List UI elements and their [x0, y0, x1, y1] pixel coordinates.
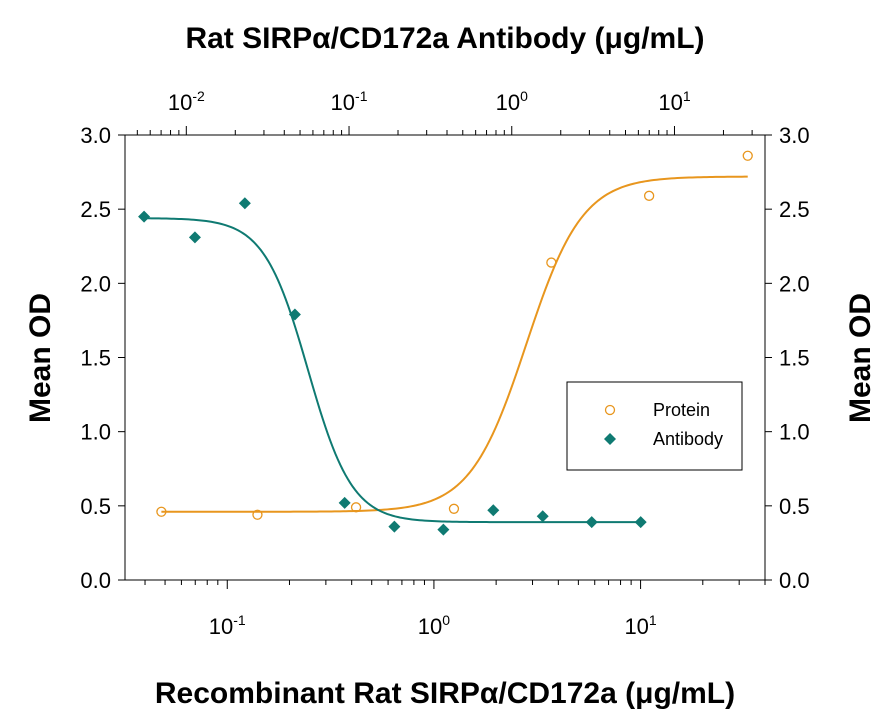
y-tick-label-left: 3.0 — [80, 123, 111, 148]
data-point-antibody — [188, 231, 201, 244]
data-point-antibody — [388, 520, 401, 533]
y-tick-label-left: 2.0 — [80, 271, 111, 296]
plot-frame — [124, 134, 766, 581]
x-bottom-tick-label: 101 — [624, 612, 656, 639]
x-top-tick-label: 10-1 — [331, 88, 368, 115]
data-point-antibody — [288, 308, 301, 321]
data-point-protein — [350, 502, 362, 513]
y-tick-label-left: 2.5 — [80, 197, 111, 222]
x-axis-label: Recombinant Rat SIRPα/CD172a (μg/mL) — [155, 677, 735, 710]
y-tick-label-left: 0.5 — [80, 494, 111, 519]
x-top-tick-label: 100 — [496, 88, 528, 115]
x-bottom-ticks: 10-1 100 101 — [144, 580, 766, 639]
y-axis-label-left: Mean OD — [24, 293, 57, 423]
data-point-antibody — [536, 510, 549, 523]
legend: Protein Antibody — [566, 381, 743, 471]
y-tick-label-right: 1.5 — [779, 346, 810, 371]
y-tick-label-left: 1.0 — [80, 420, 111, 445]
x-bottom-tick-label: 10-1 — [209, 612, 246, 639]
legend-box — [566, 381, 743, 471]
data-point-antibody — [487, 504, 500, 517]
legend-marker-protein — [604, 404, 616, 416]
fit-curve-protein — [161, 175, 748, 513]
y-ticks: 0.0 0.0 0.5 0.5 1.0 1.0 1.5 1.5 2.0 2.0 2.5 2.5 3.0 3… — [80, 123, 809, 593]
y-tick-label-left: 0.0 — [80, 568, 111, 593]
y-tick-label-right: 0.0 — [779, 568, 810, 593]
y-tick-label-right: 1.0 — [779, 420, 810, 445]
data-point-antibody — [634, 516, 647, 529]
chart-title: Rat SIRPα/CD172a Antibody (μg/mL) — [185, 22, 704, 55]
y-tick-label-right: 2.0 — [779, 271, 810, 296]
data-point-antibody — [138, 210, 151, 223]
x-top-tick-label: 101 — [658, 88, 690, 115]
legend-marker-antibody — [604, 433, 616, 445]
y-tick-label-right: 0.5 — [779, 494, 810, 519]
fit-curve-antibody — [144, 217, 641, 524]
y-tick-label-right: 3.0 — [779, 123, 810, 148]
y-axis-label-right: Mean OD — [844, 293, 877, 423]
y-tick-label-right: 2.5 — [779, 197, 810, 222]
x-top-tick-label: 10-2 — [168, 88, 205, 115]
fit-curves — [144, 175, 748, 524]
data-point-antibody — [585, 516, 598, 529]
data-point-protein — [448, 503, 460, 514]
data-point-protein — [643, 190, 655, 201]
data-point-antibody — [437, 523, 450, 536]
legend-label-antibody: Antibody — [653, 429, 723, 449]
data-point-protein — [742, 150, 753, 161]
y-tick-label-left: 1.5 — [80, 346, 111, 371]
data-points — [138, 150, 753, 536]
data-point-protein — [156, 506, 167, 517]
data-point-protein — [546, 257, 557, 268]
data-point-protein — [252, 509, 263, 520]
x-bottom-tick-label: 100 — [418, 612, 450, 639]
data-point-antibody — [338, 496, 351, 509]
legend-label-protein: Protein — [653, 400, 710, 420]
x-top-ticks: 10-2 10-1 100 101 — [136, 88, 753, 135]
data-point-antibody — [238, 197, 251, 210]
